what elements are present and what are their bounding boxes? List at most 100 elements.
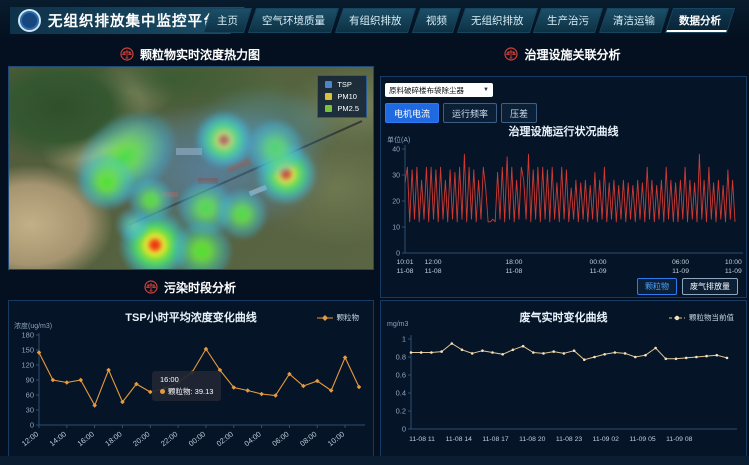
svg-text:11-08 23: 11-08 23 (556, 436, 583, 443)
nav-tab-2[interactable]: 有组织排放 (334, 8, 416, 33)
svg-text:11-08 17: 11-08 17 (482, 436, 509, 443)
exhaust-legend-label: 颗粒物当前值 (689, 313, 734, 322)
facility-chart[interactable]: 0 10 20 30 40 10:01 11-08 12:00 11-08 18:00 11-08 0… (381, 141, 746, 291)
svg-text:11-09 08: 11-09 08 (666, 436, 693, 443)
svg-text:06:00: 06:00 (270, 429, 290, 448)
app-title: 无组织排放集中监控平台 (48, 14, 219, 30)
nav-tab-5[interactable]: 生产治污 (532, 8, 604, 33)
legend-label: PM10 (337, 92, 357, 101)
facility-chart-panel: 原料破碎楼布袋除尘器 ▼ 电机电流 运行频率 压差 治理设施运行状况曲线 单位(A)… (380, 76, 747, 298)
svg-text:11-08 20: 11-08 20 (519, 436, 546, 443)
metric-button-0[interactable]: 电机电流 (385, 103, 440, 123)
svg-text:18:00: 18:00 (505, 259, 522, 266)
nav-tab-1[interactable]: 空气环境质量 (247, 8, 340, 33)
tsp-chart[interactable]: 0 30 60 90 120 150 180 12:00 14:00 16:00 18:00 20:0… (9, 331, 371, 455)
metric-button-1[interactable]: 运行频率 (443, 103, 498, 123)
svg-text:04:00: 04:00 (242, 429, 262, 448)
heatmap-panel-header: 颗粒物实时浓度热力图 (8, 44, 372, 64)
svg-text:0.8: 0.8 (396, 353, 406, 362)
heatmap-map[interactable]: TSP PM10 PM2.5 (8, 66, 374, 270)
svg-text:1: 1 (402, 335, 406, 344)
svg-text:11-08: 11-08 (425, 268, 442, 275)
nav-tab-label: 有组织排放 (349, 15, 402, 27)
tsp-legend-marker-icon (316, 314, 333, 321)
tsp-chart-legend[interactable]: 颗粒物 (316, 312, 360, 323)
tooltip-time: 16:00 (160, 375, 179, 384)
series-button-1[interactable]: 废气排放量 (682, 278, 738, 295)
building (248, 184, 268, 197)
svg-text:11-09 02: 11-09 02 (593, 436, 620, 443)
svg-text:30: 30 (392, 173, 400, 180)
svg-text:10: 10 (392, 225, 400, 232)
heat-blob (79, 154, 136, 211)
svg-text:10:00: 10:00 (326, 429, 346, 448)
heatmap-panel-title: 颗粒物实时浓度热力图 (139, 47, 260, 62)
nav-tab-label: 无组织排放 (470, 15, 524, 27)
correlation-panel-title: 治理设施关联分析 (524, 47, 621, 62)
chevron-down-icon: ▼ (483, 87, 489, 93)
svg-text:0: 0 (396, 251, 400, 258)
map-legend-item-1[interactable]: PM10 (325, 92, 359, 101)
svg-text:60: 60 (26, 391, 34, 400)
scale-icon (504, 47, 519, 61)
legend-swatch-icon (325, 93, 333, 100)
map-legend-item-2[interactable]: PM2.5 (325, 104, 359, 113)
exhaust-chart-legend[interactable]: 颗粒物当前值 (669, 312, 734, 323)
building (176, 147, 203, 155)
exhaust-legend-marker-icon (669, 315, 685, 320)
tsp-legend-label: 颗粒物 (336, 313, 360, 322)
svg-text:12:00: 12:00 (20, 429, 40, 448)
top-navbar: 无组织排放集中监控平台 主页 空气环境质量 有组织排放 视频 无组织排放 生产治污 清洁运输… (0, 0, 749, 40)
exhaust-chart-panel: 废气实时变化曲线 颗粒物当前值 mg/m3 0 0.2 0.4 0.6 0.8 1 11-0… (380, 300, 747, 458)
svg-text:0: 0 (402, 425, 406, 434)
svg-text:08:00: 08:00 (298, 429, 318, 448)
svg-text:150: 150 (21, 346, 34, 355)
legend-swatch-icon (325, 81, 333, 88)
heat-blob (118, 208, 191, 269)
device-select[interactable]: 原料破碎楼布袋除尘器 ▼ (385, 83, 493, 97)
svg-text:06:00: 06:00 (672, 259, 689, 266)
brand: 无组织排放集中监控平台 (10, 7, 245, 34)
tooltip-text: 颗粒物: 39.13 (168, 387, 214, 396)
series-button-0[interactable]: 颗粒物 (637, 278, 677, 295)
tsp-chart-title: TSP小时平均浓度变化曲线 (125, 312, 257, 324)
nav-tab-label: 生产治污 (547, 15, 589, 27)
building (161, 192, 178, 198)
nav-tab-3[interactable]: 视频 (411, 8, 461, 33)
nav-tab-7[interactable]: 数据分析 (664, 8, 736, 33)
svg-text:12:00: 12:00 (425, 259, 442, 266)
map-legend[interactable]: TSP PM10 PM2.5 (317, 75, 367, 118)
nav-tab-0[interactable]: 主页 (202, 8, 253, 33)
chart-tooltip: 16:00 颗粒物: 39.13 (152, 371, 222, 401)
svg-text:11-08: 11-08 (505, 268, 522, 275)
svg-text:90: 90 (26, 376, 34, 385)
nav-tab-4[interactable]: 无组织排放 (456, 8, 538, 33)
svg-text:10:00: 10:00 (725, 259, 742, 266)
exhaust-chart[interactable]: 0 0.2 0.4 0.6 0.8 1 11-08 11 11-08 14 11-08 17 11… (381, 331, 746, 455)
nav-menu: 主页 空气环境质量 有组织排放 视频 无组织排放 生产治污 清洁运输 数据分析 (202, 8, 736, 33)
nav-tab-6[interactable]: 清洁运输 (598, 8, 670, 33)
logo-icon (18, 9, 41, 32)
series-button-group: 颗粒物 废气排放量 (637, 278, 738, 295)
metric-button-2[interactable]: 压差 (501, 103, 538, 123)
svg-text:02:00: 02:00 (215, 429, 235, 448)
heat-blob (171, 220, 232, 269)
svg-text:00:00: 00:00 (590, 259, 607, 266)
heat-blob (97, 104, 328, 232)
svg-text:11-08 11: 11-08 11 (409, 436, 435, 443)
svg-text:18:00: 18:00 (103, 429, 123, 448)
facility-y-axis-label: 单位(A) (387, 137, 411, 144)
tsp-y-axis-label: 浓度(ug/m3) (14, 323, 53, 330)
svg-text:11-09: 11-09 (672, 268, 689, 275)
nav-tab-label: 主页 (217, 15, 238, 27)
svg-text:30: 30 (26, 406, 34, 415)
svg-text:11-08: 11-08 (397, 268, 414, 275)
heat-blob (254, 143, 317, 206)
svg-text:00:00: 00:00 (187, 429, 207, 448)
svg-text:14:00: 14:00 (48, 429, 68, 448)
exhaust-y-axis-label: mg/m3 (387, 321, 409, 328)
map-legend-item-0[interactable]: TSP (325, 80, 359, 89)
nav-tab-label: 视频 (425, 15, 447, 27)
svg-text:11-09 05: 11-09 05 (629, 436, 656, 443)
